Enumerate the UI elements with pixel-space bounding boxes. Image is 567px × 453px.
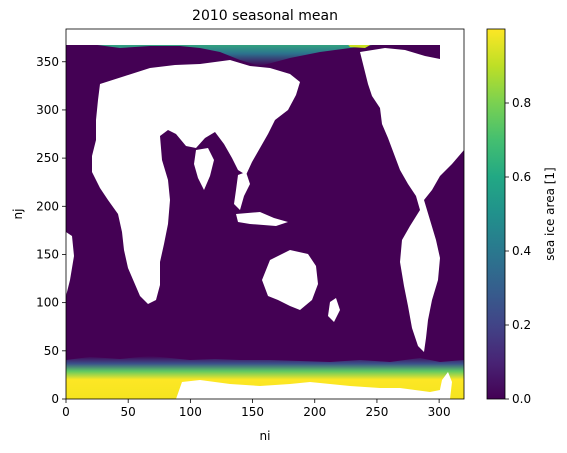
plot-frame — [65, 28, 465, 400]
y-axis-ticks: 0 50 100 150 200 250 300 350 — [36, 55, 66, 406]
y-tick-label: 50 — [44, 344, 59, 358]
x-tick-label: 50 — [121, 405, 136, 419]
colorbar-tick-label: 0.4 — [512, 244, 531, 258]
land-india — [194, 148, 214, 190]
y-tick-label: 150 — [36, 247, 59, 261]
land-australia — [262, 250, 318, 310]
land-mask — [66, 29, 464, 399]
colorbar: 0.0 0.2 0.4 0.6 0.8 sea ice area [1] — [486, 28, 557, 406]
plot-area — [66, 29, 464, 399]
land-new-zealand — [328, 298, 340, 322]
colorbar-tick-label: 0.2 — [512, 318, 531, 332]
y-tick-label: 300 — [36, 103, 59, 117]
x-tick-label: 200 — [303, 405, 326, 419]
land-greenland — [450, 64, 464, 110]
colorbar-tick-label: 0.8 — [512, 96, 531, 110]
x-axis-label: ni — [260, 429, 271, 443]
y-tick-label: 100 — [36, 296, 59, 310]
y-tick-label: 250 — [36, 151, 59, 165]
x-tick-label: 150 — [241, 405, 264, 419]
y-axis-label: nj — [11, 209, 25, 220]
y-tick-label: 350 — [36, 55, 59, 69]
land-antarctic-peninsula — [438, 372, 452, 399]
land-indonesia — [236, 212, 288, 226]
top-right-land — [440, 29, 464, 64]
top-land-strip — [66, 29, 464, 45]
colorbar-tick-label: 0.6 — [512, 170, 531, 184]
x-tick-label: 250 — [365, 405, 388, 419]
x-tick-label: 0 — [62, 405, 70, 419]
land-left-edge — [66, 232, 74, 296]
land-se-asia — [234, 172, 250, 210]
x-tick-label: 100 — [179, 405, 202, 419]
y-tick-label: 200 — [36, 199, 59, 213]
colorbar-tick-label: 0.0 — [512, 392, 531, 406]
colorbar-label: sea ice area [1] — [543, 167, 557, 261]
land-antarctica — [176, 380, 446, 399]
x-axis-ticks: 0 50 100 150 200 250 300 — [62, 399, 451, 419]
land-americas — [360, 48, 464, 352]
chart-title: 2010 seasonal mean — [192, 8, 338, 24]
x-tick-label: 300 — [428, 405, 451, 419]
y-tick-label: 0 — [51, 392, 59, 406]
land-africa-eurasia — [92, 60, 300, 304]
colorbar-ticks: 0.0 0.2 0.4 0.6 0.8 — [505, 96, 531, 406]
colorbar-gradient — [486, 28, 506, 400]
